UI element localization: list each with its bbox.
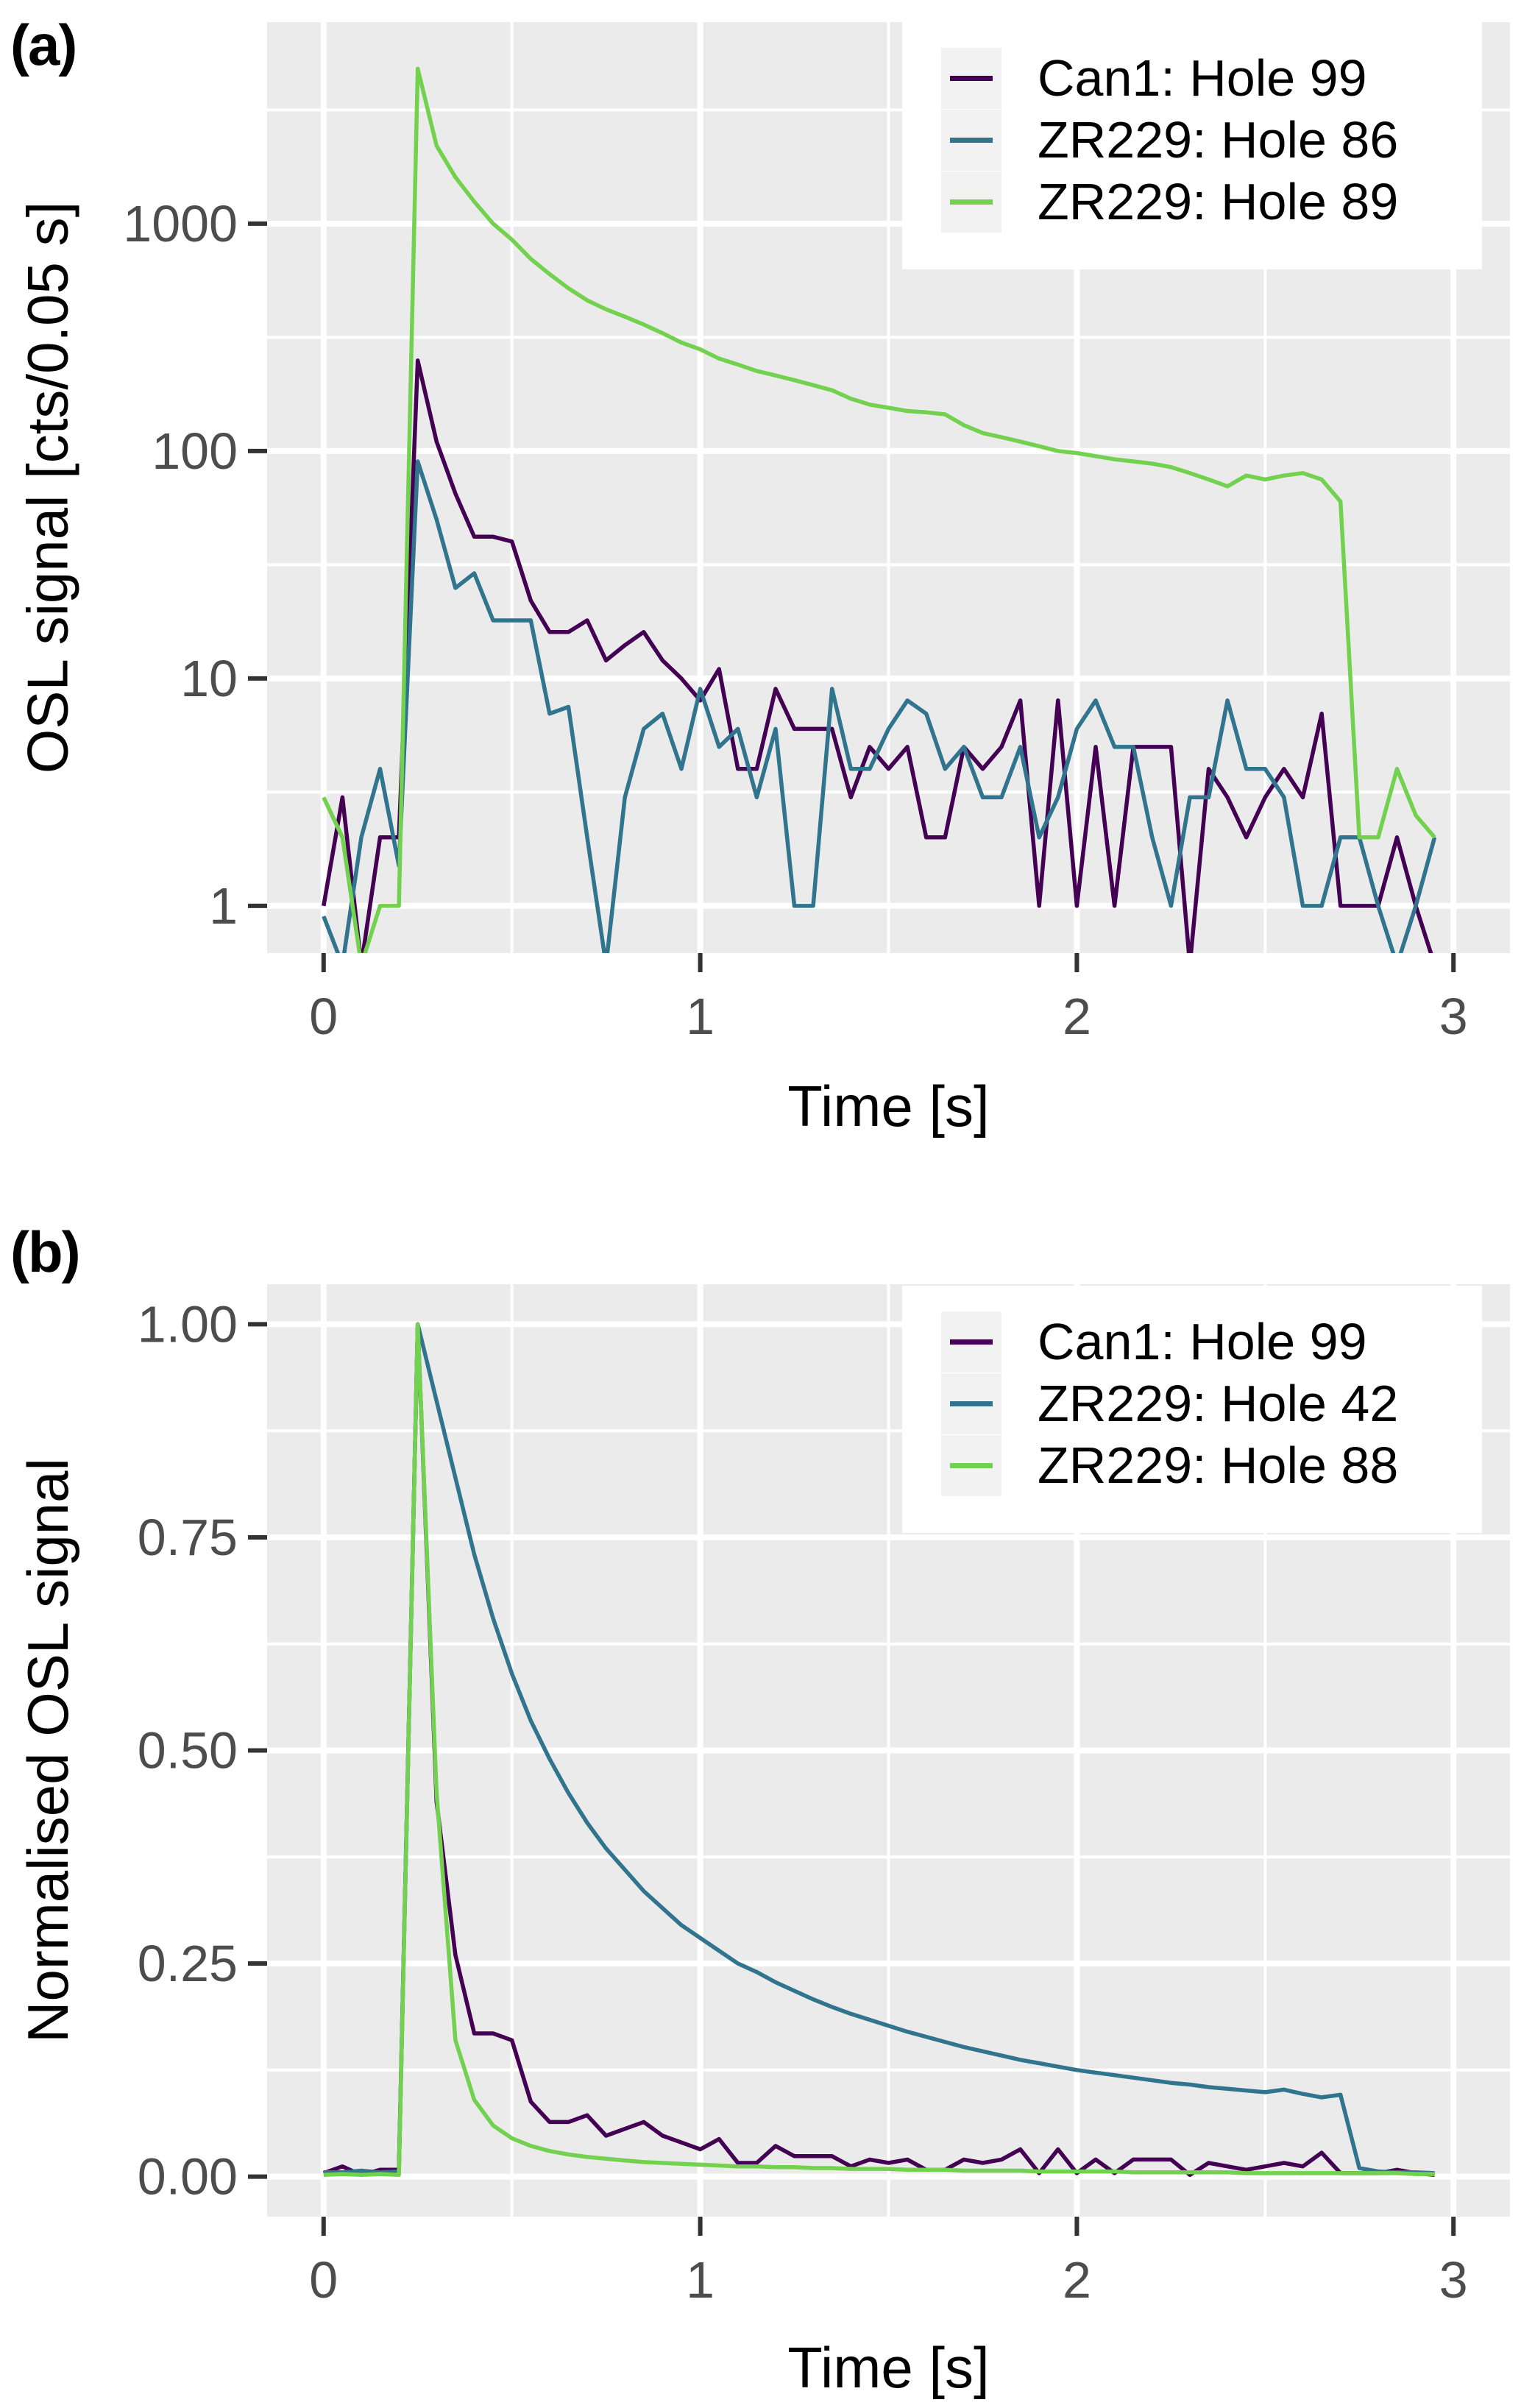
y-tick-label: 0.50	[138, 1722, 238, 1780]
panel-b-legend: Can1: Hole 99 ZR229: Hole 42 ZR229: Hole 8…	[902, 1286, 1482, 1533]
y-tick-label: 10	[180, 650, 238, 707]
panel-a-tag: (a)	[10, 13, 77, 77]
panel-a-y-axis-title-wrap: OSL signal [cts/0.05 s]	[7, 22, 88, 953]
series-line-can1-hole-99	[322, 358, 1433, 953]
series-line-can1-hole-99	[322, 1322, 1435, 2178]
series-line-zr229-hole-86	[322, 459, 1437, 953]
y-tick-label: 0.75	[138, 1509, 238, 1566]
legend-label: ZR229: Hole 89	[1038, 173, 1399, 230]
legend-item-zr229-hole-86: ZR229: Hole 86	[941, 109, 1398, 171]
x-tick-label: 2	[1063, 988, 1091, 1045]
x-tick-label: 2	[1063, 2251, 1091, 2309]
legend-key-swatch	[941, 1434, 1001, 1496]
x-tick-label: 0	[309, 988, 338, 1045]
legend-item-zr229-hole-88: ZR229: Hole 88	[941, 1434, 1398, 1496]
legend-key-line-icon	[950, 199, 993, 205]
y-tick-label: 1000	[123, 195, 238, 252]
legend-key-line-icon	[950, 137, 993, 143]
legend-key-swatch	[941, 109, 1001, 171]
x-tick-label: 1	[686, 2251, 715, 2309]
chart-panel-b: 0 1 2 3 0.00 0.25 0.50 0.75 1.00	[138, 1284, 1510, 2309]
legend-label: ZR229: Hole 86	[1038, 111, 1399, 169]
x-tick-label: 3	[1439, 988, 1468, 1045]
legend-label: Can1: Hole 99	[1038, 1313, 1367, 1370]
legend-label: Can1: Hole 99	[1038, 49, 1367, 107]
y-tick-label: 1	[209, 877, 238, 935]
panel-b-tag: (b)	[10, 1219, 81, 1284]
legend-item-zr229-hole-89: ZR229: Hole 89	[941, 171, 1398, 233]
x-tick-label: 3	[1439, 2251, 1468, 2309]
panel-a-x-axis-title: Time [s]	[787, 1074, 990, 1139]
panel-a-legend: Can1: Hole 99 ZR229: Hole 86 ZR229: Hole 8…	[902, 22, 1482, 269]
panel-b-y-axis-title-wrap: Normalised OSL signal	[7, 1284, 88, 2217]
x-tick-label: 0	[309, 2251, 338, 2309]
legend-key-line-icon	[950, 1400, 993, 1406]
legend-item-can1-hole-99: Can1: Hole 99	[941, 1311, 1367, 1373]
series-line-zr229-hole-89	[322, 66, 1436, 953]
panel-b-x-axis-title: Time [s]	[787, 2335, 990, 2400]
series-line-zr229-hole-42	[323, 1322, 1435, 2175]
panel-a-y-axis-title: OSL signal [cts/0.05 s]	[15, 201, 80, 774]
legend-key-swatch	[941, 47, 1001, 109]
legend-key-line-icon	[950, 1339, 993, 1345]
legend-key-swatch	[941, 1373, 1001, 1434]
legend-item-can1-hole-99: Can1: Hole 99	[941, 47, 1367, 109]
legend-label: ZR229: Hole 88	[1038, 1437, 1399, 1494]
legend-label: ZR229: Hole 42	[1038, 1375, 1399, 1432]
legend-key-line-icon	[950, 75, 993, 81]
x-tick-label: 1	[686, 988, 715, 1045]
y-tick-label: 0.00	[138, 2148, 238, 2206]
panel-b-y-axis-title: Normalised OSL signal	[15, 1458, 80, 2043]
legend-key-line-icon	[950, 1462, 993, 1468]
y-tick-label: 100	[152, 422, 238, 480]
y-tick-label: 1.00	[138, 1295, 238, 1353]
legend-key-swatch	[941, 171, 1001, 233]
legend-item-zr229-hole-42: ZR229: Hole 42	[941, 1373, 1398, 1434]
legend-key-swatch	[941, 1311, 1001, 1373]
y-tick-label: 0.25	[138, 1935, 238, 1992]
series-line-zr229-hole-88	[323, 1322, 1435, 2178]
